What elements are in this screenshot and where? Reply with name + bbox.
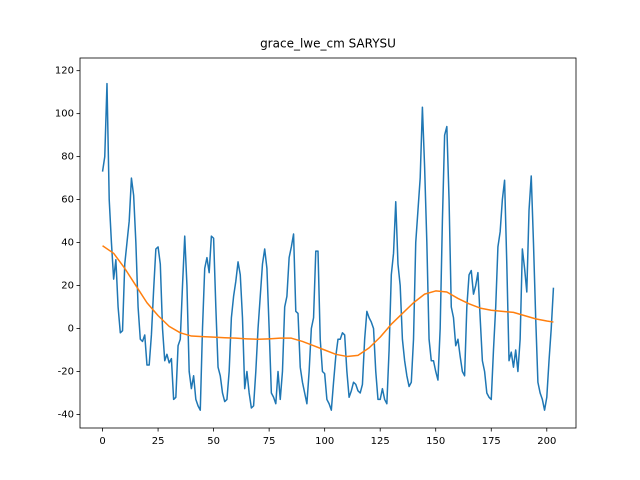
x-tick-label: 175 xyxy=(482,436,501,447)
x-tick-label: 25 xyxy=(152,436,165,447)
y-tick-label: 120 xyxy=(55,66,74,77)
y-tick-label: -20 xyxy=(58,366,74,377)
x-tick-label: 150 xyxy=(426,436,445,447)
data-line xyxy=(102,245,554,358)
y-tick-label: 100 xyxy=(55,109,74,120)
y-tick-label: 80 xyxy=(61,152,74,163)
x-tick-label: 125 xyxy=(371,436,390,447)
y-tick-label: 0 xyxy=(68,324,74,335)
plot-frame xyxy=(79,57,577,429)
chart-title: grace_lwe_cm SARYSU xyxy=(260,37,396,51)
y-tick-label: 20 xyxy=(61,281,74,292)
data-line xyxy=(101,82,555,411)
x-tick-label: 100 xyxy=(315,436,334,447)
y-tick-label: -40 xyxy=(58,409,74,420)
x-tick-label: 50 xyxy=(207,436,220,447)
x-tick-label: 200 xyxy=(537,436,556,447)
y-tick-label: 60 xyxy=(61,195,74,206)
x-tick-label: 0 xyxy=(99,436,105,447)
x-tick-label: 75 xyxy=(263,436,276,447)
y-tick-label: 40 xyxy=(61,238,74,249)
